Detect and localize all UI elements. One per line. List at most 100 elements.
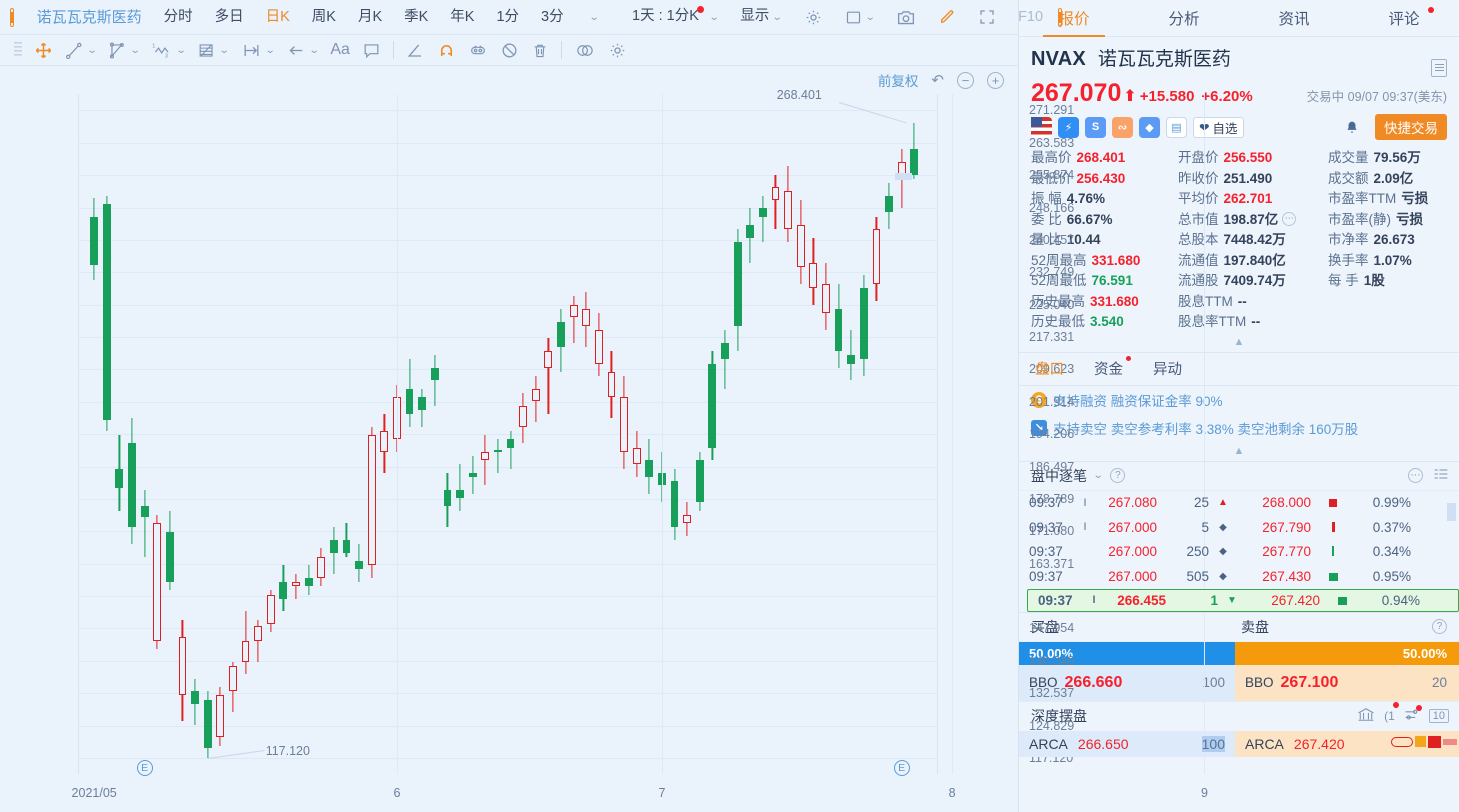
depth-level-10-icon[interactable]: 10 [1428, 709, 1449, 724]
collapse-orderbook-icon[interactable]: ▲ [1233, 444, 1245, 457]
right-panel-toggle-icon[interactable] [1058, 7, 1062, 27]
measure-tool-icon[interactable]: ⌄ [235, 35, 280, 66]
tab-analysis[interactable]: 分析 [1129, 0, 1239, 36]
tick-row[interactable]: 09:37 267.000 505 ◆ 267.430 0.95% [1019, 564, 1459, 589]
pencil-icon[interactable] [927, 8, 967, 26]
grid-line [79, 498, 937, 500]
depth-ask[interactable]: ARCA 267.420 [1235, 730, 1459, 757]
tab-comments[interactable]: 评论 [1349, 0, 1459, 36]
ticks-help-icon[interactable]: ? [1110, 468, 1126, 484]
depth-filter-icon[interactable] [1404, 704, 1422, 725]
trash-icon[interactable] [525, 35, 555, 66]
alert-bell-icon[interactable] [1340, 117, 1363, 138]
layout-icon[interactable]: ⌄ [834, 0, 885, 35]
period-rik[interactable]: 日K [265, 8, 290, 25]
stat-cell: 历史最高 331.680 [1031, 292, 1178, 313]
bookmark-icon[interactable]: ▤ [1166, 116, 1187, 138]
tab-quotes-label: 报价 [1058, 11, 1090, 28]
compare-icon[interactable] [568, 35, 602, 66]
period-more-chevron-icon[interactable]: ⌄ [588, 12, 600, 23]
period-1min[interactable]: 1分 [496, 8, 520, 25]
ticks-scroll-thumb[interactable] [1447, 502, 1456, 521]
period-fenshi[interactable]: 分时 [163, 8, 193, 25]
stat-value: 26.673 [1373, 232, 1415, 248]
zoom-out-button[interactable]: − [957, 71, 974, 89]
fullscreen-icon[interactable] [967, 8, 1007, 26]
camera-icon[interactable] [885, 8, 927, 26]
list-menu-icon[interactable] [1431, 58, 1447, 77]
polygon-tool-icon[interactable]: ⌄ [102, 35, 145, 66]
gear-icon[interactable] [793, 8, 834, 27]
bidask-help-icon[interactable]: ? [1432, 619, 1447, 635]
quick-trade-button[interactable]: 快捷交易 [1375, 114, 1447, 141]
depth-row[interactable]: ARCA 266.650 100 ARCA 267.420 [1019, 730, 1459, 757]
tick-row[interactable]: 09:37 I 267.080 25 ▲ 268.000 0.99% [1019, 491, 1459, 516]
tick-row[interactable]: 09:37 267.000 250 ◆ 267.770 0.34% [1019, 540, 1459, 565]
stat-label: 开盘价 [1178, 150, 1219, 166]
depth-bid[interactable]: ARCA 266.650 100 [1019, 730, 1235, 757]
zoom-in-button[interactable]: + [987, 71, 1004, 89]
candle-body [329, 540, 338, 553]
wave-icon[interactable]: ∾ [1112, 116, 1133, 138]
plot-area[interactable]: 271.291271.291263.583263.583255.874255.8… [72, 88, 1208, 800]
period-duori[interactable]: 多日 [214, 8, 244, 25]
stats-row: 最高价 268.401 开盘价 256.550 成交量 79.56万 [1031, 148, 1447, 169]
interval-selector[interactable]: 1天 : 1分K ⌄ [632, 6, 720, 24]
period-jik[interactable]: 季K [404, 8, 429, 25]
line-tool-icon[interactable]: ⌄ [59, 35, 102, 66]
period-niank[interactable]: 年K [450, 8, 475, 25]
text-tool-icon[interactable]: Aa [330, 41, 350, 58]
stat-value: 7409.74万 [1223, 273, 1286, 289]
tab-news[interactable]: 资讯 [1239, 0, 1349, 36]
arrow-tool-icon[interactable]: ⌄ [280, 35, 324, 66]
lightning-icon[interactable]: ⚡ [1058, 116, 1079, 138]
lock-drawings-icon[interactable] [462, 35, 494, 66]
subtab-orderbook[interactable]: 盘口 [1035, 362, 1064, 379]
ticks-list-icon[interactable] [1433, 467, 1449, 484]
stat-cell: 成交额 2.09亿 [1328, 169, 1447, 190]
candle [90, 94, 99, 774]
collapse-stats-icon[interactable]: ▲ [1233, 335, 1245, 348]
us-flag-icon[interactable] [1031, 116, 1052, 138]
more-icon[interactable]: ⋯ [1282, 211, 1297, 226]
period-zhouk[interactable]: 周K [311, 8, 336, 25]
subtab-capital[interactable]: 资金 [1094, 356, 1131, 379]
tick-row[interactable]: 09:37 I 267.000 5 ◆ 267.790 0.37% [1019, 515, 1459, 540]
bbo-bid[interactable]: BBO 266.660 100 [1019, 664, 1235, 701]
undo-icon[interactable]: ↶ [931, 72, 944, 89]
tick-row[interactable]: 09:37 I 266.455 1 ▼ 267.420 0.94% [1027, 588, 1459, 612]
display-menu[interactable]: 显示 ⌄ [740, 8, 783, 24]
exchange-icon[interactable] [1357, 707, 1375, 725]
stat-value: 76.591 [1091, 273, 1133, 289]
short-info-row[interactable]: ↘ 支持卖空 卖空参考利率 3.38% 卖空池剩余 160万股 [1019, 414, 1459, 442]
drag-handle-icon[interactable] [8, 35, 28, 66]
margin-icon: $ [1031, 391, 1047, 408]
stat-label: 市净率 [1328, 232, 1369, 248]
angle-tool-icon[interactable] [400, 35, 431, 66]
subtab-anomaly[interactable]: 异动 [1153, 362, 1182, 379]
earnings-badge-icon[interactable]: E [893, 760, 910, 776]
favorite-button[interactable]: ❤ 自选 [1193, 116, 1244, 138]
settings-icon[interactable] [602, 35, 633, 66]
hide-drawings-icon[interactable] [494, 35, 525, 66]
wave-tool-icon[interactable]: 1 3 ⌄ [151, 42, 187, 60]
ticks-chevron-icon[interactable]: ⌄ [1092, 470, 1104, 482]
fib-tool-icon[interactable]: ⌄ [191, 35, 234, 66]
f10-button[interactable]: F10 [1018, 8, 1044, 25]
comment-tool-icon[interactable] [356, 35, 387, 66]
stock-name-label[interactable]: 诺瓦瓦克斯医药 [36, 8, 142, 26]
margin-info-row[interactable]: $ 支持融资 融资保证金率 90% [1019, 386, 1459, 414]
earnings-badge-icon[interactable]: E [136, 760, 153, 776]
bbo-ask[interactable]: BBO 267.100 20 [1235, 664, 1459, 701]
panel-toggle-icon[interactable] [10, 7, 14, 27]
ticks-more-icon[interactable]: ⋯ [1408, 468, 1423, 484]
period-3min[interactable]: 3分 [541, 8, 564, 25]
tag-icon[interactable]: ◆ [1139, 116, 1160, 138]
dollar-icon[interactable]: S [1085, 116, 1106, 138]
magnet-icon[interactable] [431, 35, 462, 66]
adjust-label[interactable]: 前复权 [877, 74, 919, 89]
period-yuek[interactable]: 月K [357, 8, 383, 25]
candlestick-chart[interactable]: 前复权 ↶ − + 271.291271.291263.583263.58325… [0, 66, 1208, 812]
move-tool-icon[interactable] [28, 35, 59, 66]
tab-quotes[interactable]: 报价 [1019, 0, 1129, 37]
